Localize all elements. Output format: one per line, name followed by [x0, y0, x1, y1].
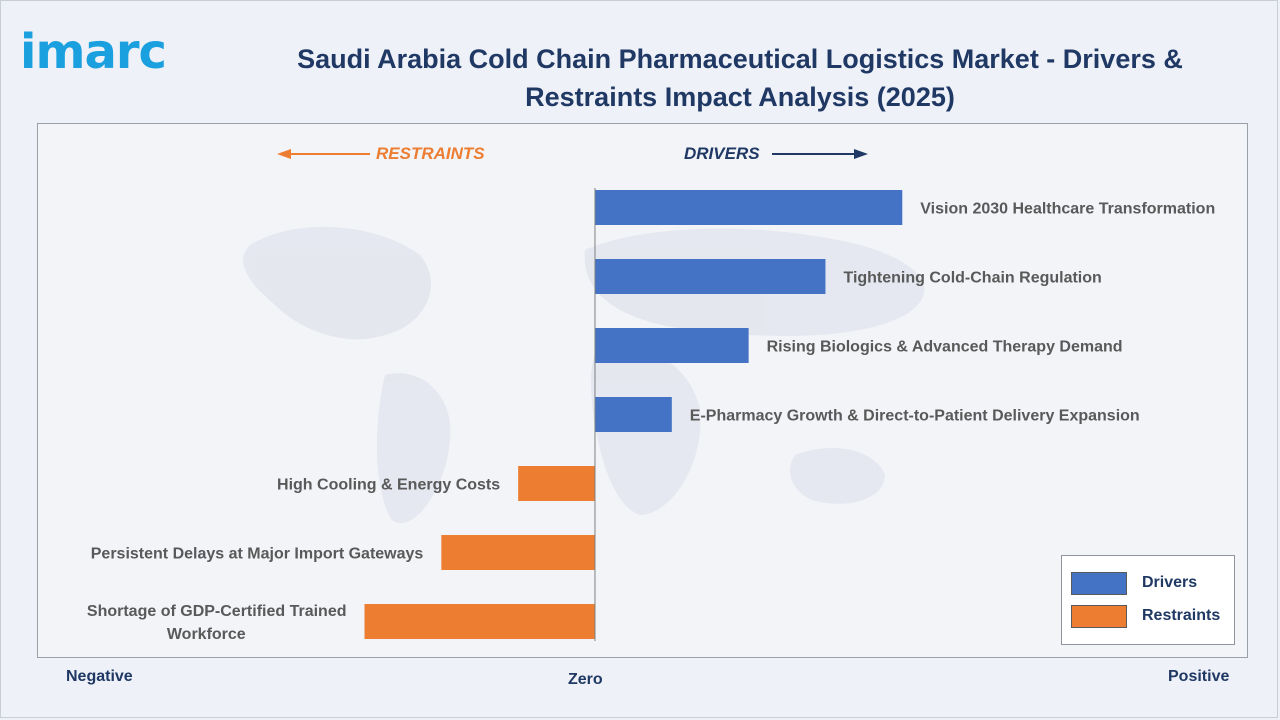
positive-axis-label: Positive [1168, 668, 1230, 685]
restraints-arrow [277, 149, 370, 159]
bar-persistent-delays-at-major-import-gateways [441, 535, 595, 570]
title-line-1: Saudi Arabia Cold Chain Pharmaceutical L… [297, 44, 1183, 74]
bar-label-e-pharmacy-growth-direct-to-patient-delivery-expansion: E-Pharmacy Growth & Direct-to-Patient De… [690, 408, 1140, 425]
legend-swatch-restraints [1071, 605, 1127, 628]
legend-swatch-drivers [1071, 572, 1127, 595]
chart-legend: Drivers Restraints [1061, 555, 1235, 645]
restraints-heading: RESTRAINTS [376, 144, 485, 163]
bar-label-rising-biologics-advanced-therapy-demand: Rising Biologics & Advanced Therapy Dema… [767, 339, 1123, 356]
drivers-heading: DRIVERS [684, 144, 760, 163]
bar-vision-2030-healthcare-transformation [594, 190, 903, 225]
bar-high-cooling-energy-costs [518, 466, 595, 501]
bar-label-high-cooling-energy-costs: High Cooling & Energy Costs [277, 477, 500, 494]
bar-shortage-of-gdp-certified-trained-workforce [364, 604, 595, 639]
bar-e-pharmacy-growth-direct-to-patient-delivery-expansion [594, 397, 672, 432]
legend-label-drivers: Drivers [1142, 574, 1198, 591]
bar-label-vision-2030-healthcare-transformation: Vision 2030 Healthcare Transformation [920, 201, 1215, 218]
bar-tightening-cold-chain-regulation [594, 259, 826, 294]
bars-layer: Vision 2030 Healthcare Transformation Tig… [87, 190, 1215, 643]
bar-label-shortage-of-gdp-certified-trained-workforce: Shortage of GDP-Certified Trained Workfor… [87, 603, 347, 643]
bar-label-tightening-cold-chain-regulation: Tightening Cold-Chain Regulation [843, 270, 1101, 287]
page-title: Saudi Arabia Cold Chain Pharmaceutical L… [270, 40, 1210, 116]
title-line-2: Restraints Impact Analysis (2025) [525, 82, 955, 112]
zero-axis-label: Zero [568, 671, 603, 688]
drivers-arrow [772, 149, 868, 159]
legend-label-restraints: Restraints [1142, 607, 1221, 624]
bar-label-persistent-delays-at-major-import-gateways: Persistent Delays at Major Import Gatewa… [91, 546, 424, 563]
negative-axis-label: Negative [66, 668, 133, 685]
imarc-logo: imarc [20, 24, 167, 80]
bar-rising-biologics-advanced-therapy-demand [594, 328, 749, 363]
